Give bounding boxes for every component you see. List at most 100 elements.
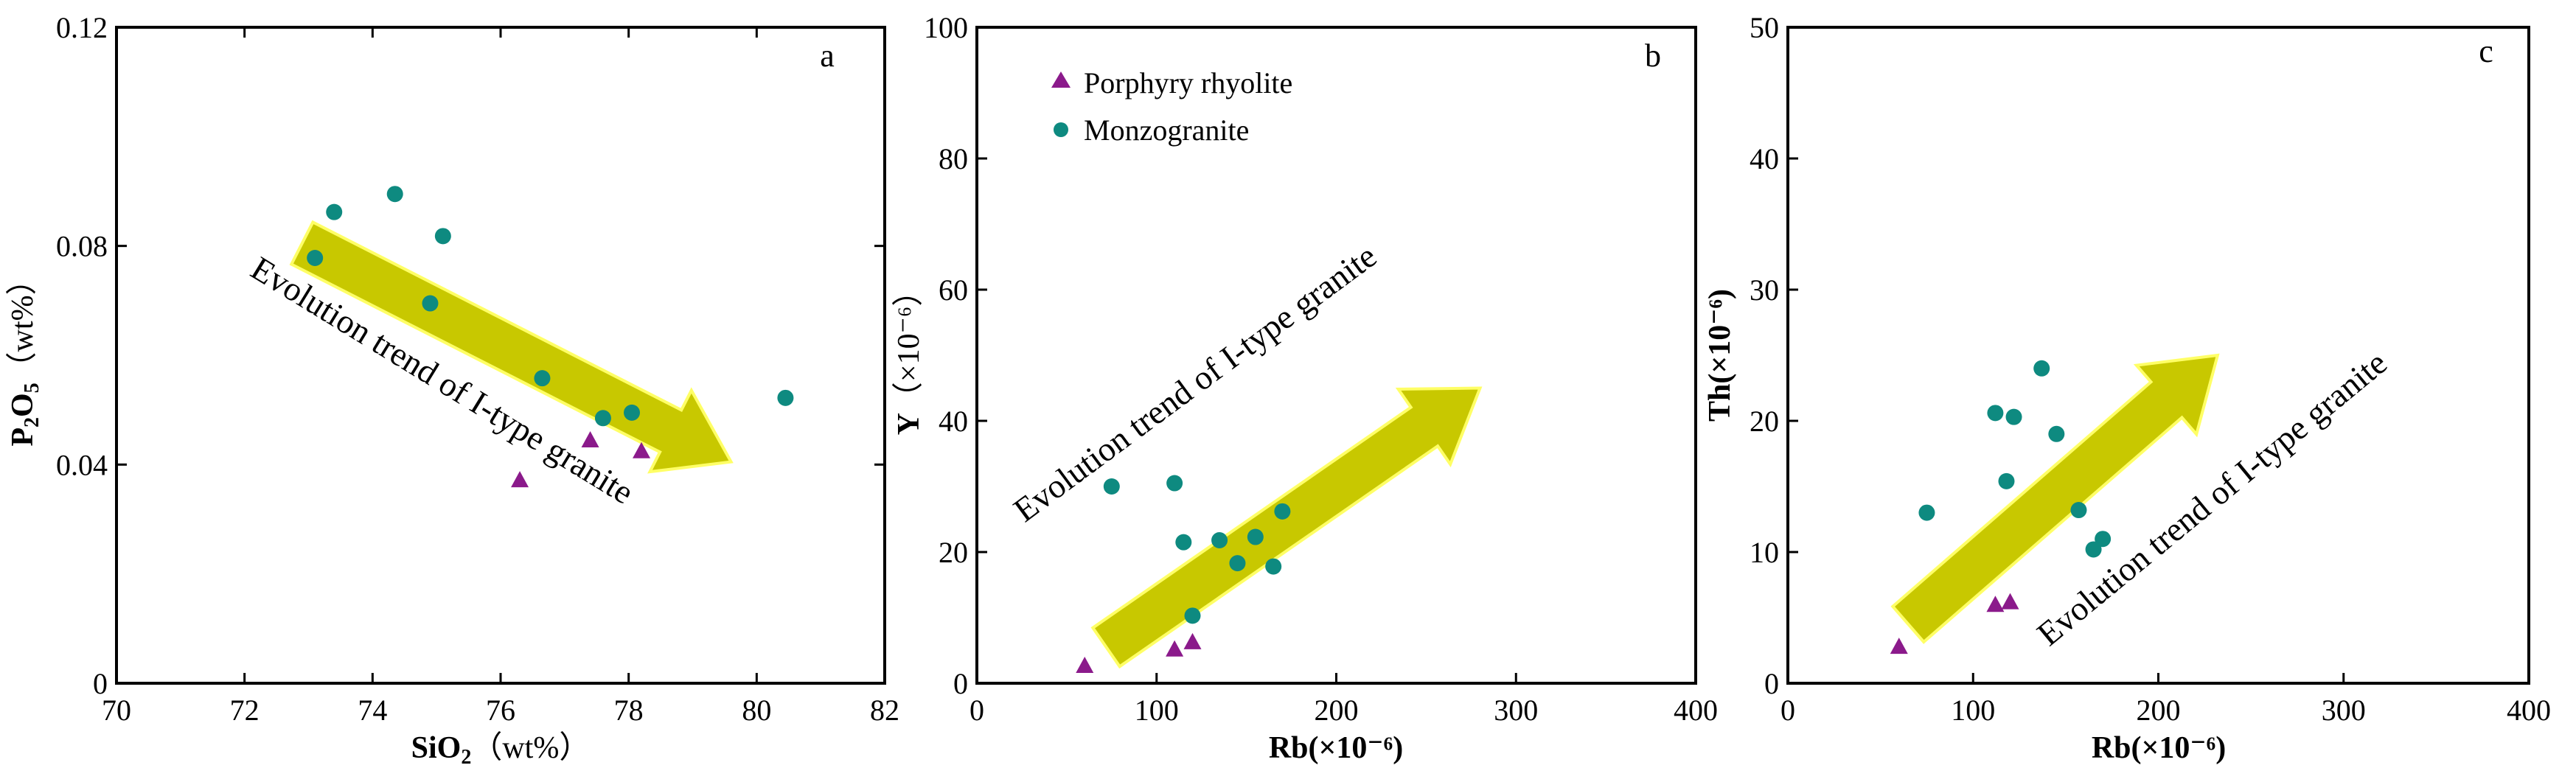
rhyolite-point xyxy=(511,471,529,488)
y-tick-label: 0.08 xyxy=(56,230,108,263)
y-tick-label: 0.04 xyxy=(56,448,108,481)
monzogranite-point xyxy=(1184,607,1201,624)
panel-a-ylabel-main: P xyxy=(6,427,40,447)
panel-a-ylabel-sub2: 5 xyxy=(21,383,43,393)
monzogranite-point xyxy=(307,249,324,266)
panel-a-trend-arrow xyxy=(289,220,734,474)
y-tick-label: 50 xyxy=(1750,11,1779,44)
panel-a-ticks: 70 72 74 76 78 80 82 0 0.04 0.08 0.12 xyxy=(56,11,899,727)
y-tick-label: 0 xyxy=(1764,667,1779,700)
monzogranite-point xyxy=(1211,531,1228,548)
rhyolite-point xyxy=(1183,632,1202,649)
panel-c-frame xyxy=(1786,26,2530,685)
y-tick-label: 0.12 xyxy=(56,11,108,44)
rhyolite-point xyxy=(581,430,599,447)
legend-rhyolite-marker xyxy=(1051,71,1071,88)
panel-b-letter: b xyxy=(1645,38,1661,74)
monzogranite-point xyxy=(386,186,403,203)
monzogranite-point xyxy=(2070,502,2087,519)
y-tick-label: 0 xyxy=(93,667,108,700)
panel-b-trend-arrow xyxy=(1090,386,1483,669)
x-tick-label: 300 xyxy=(2322,694,2366,727)
y-tick-label: 60 xyxy=(939,273,968,307)
panel-b-ticks: 0 100 200 300 400 0 20 40 60 80 100 xyxy=(924,11,1718,727)
panel-a-letter: a xyxy=(820,38,835,74)
x-tick-label: 0 xyxy=(970,694,984,727)
monzogranite-point xyxy=(422,295,439,312)
panel-b-x-axis-label: Rb(×10⁻⁶) xyxy=(1269,731,1403,765)
x-tick-label: 70 xyxy=(102,694,131,727)
y-tick-label: 30 xyxy=(1750,273,1779,307)
panel-c-points xyxy=(1890,360,2112,654)
panel-b-points xyxy=(1076,475,1291,673)
y-tick-label: 20 xyxy=(1750,405,1779,438)
x-tick-label: 78 xyxy=(614,694,644,727)
monzogranite-point xyxy=(434,228,451,245)
x-tick-label: 82 xyxy=(870,694,899,727)
rhyolite-point xyxy=(2001,593,2019,610)
y-tick-label: 40 xyxy=(1750,142,1779,175)
monzogranite-point xyxy=(1265,558,1282,575)
panel-c-ylabel-main: Th xyxy=(1703,384,1737,422)
rhyolite-point xyxy=(1986,596,2005,612)
rhyolite-point xyxy=(633,441,651,458)
monzogranite-point xyxy=(1987,405,2004,422)
monzogranite-point xyxy=(2085,541,2102,558)
monzogranite-point xyxy=(1247,528,1264,545)
x-tick-label: 80 xyxy=(742,694,771,727)
panel-b-xlabel-unit: (×10⁻⁶) xyxy=(1309,731,1404,765)
panel-a-ylabel-sub1: 2 xyxy=(21,417,43,427)
x-tick-label: 100 xyxy=(1135,694,1179,727)
panel-b-ylabel-main: Y xyxy=(892,413,926,435)
panel-c-trend-arrow xyxy=(1890,353,2220,644)
rhyolite-point xyxy=(1166,640,1184,657)
panel-a-xlabel-main: SiO xyxy=(411,731,462,765)
panel-a-ylabel-unit: （wt%） xyxy=(6,264,40,383)
monzogranite-point xyxy=(1274,503,1291,520)
panel-b-xlabel-main: Rb xyxy=(1269,731,1309,765)
panel-a-xlabel-unit: （wt%） xyxy=(471,731,590,765)
panel-a-x-axis-label: SiO2（wt%） xyxy=(411,731,591,769)
panel-b-ylabel-unit: （×10⁻⁶） xyxy=(892,276,926,413)
panel-a-ylabel-mid: O xyxy=(6,393,40,417)
x-tick-label: 400 xyxy=(2507,694,2551,727)
x-tick-label: 200 xyxy=(2137,694,2181,727)
panel-b: 0 100 200 300 400 0 20 40 60 80 100 b Porphyry rhy… xyxy=(892,11,1718,765)
y-tick-label: 80 xyxy=(939,142,968,175)
monzogranite-point xyxy=(594,410,611,427)
trend-arrow-shape xyxy=(289,220,734,474)
y-tick-label: 100 xyxy=(924,11,968,44)
monzogranite-point xyxy=(1998,472,2015,489)
legend-rhyolite-label: Porphyry rhyolite xyxy=(1084,66,1292,100)
monzogranite-point xyxy=(534,370,551,387)
panel-c-x-axis-label: Rb(×10⁻⁶) xyxy=(2092,731,2226,765)
monzogranite-point xyxy=(1918,504,1935,521)
x-tick-label: 200 xyxy=(1315,694,1359,727)
monzogranite-point xyxy=(326,203,343,220)
monzogranite-point xyxy=(2048,425,2065,442)
x-tick-label: 74 xyxy=(358,694,387,727)
monzogranite-point xyxy=(2095,531,2112,548)
panel-b-y-axis-label: Y（×10⁻⁶） xyxy=(892,276,926,436)
x-tick-label: 72 xyxy=(230,694,260,727)
panel-c-letter: c xyxy=(2479,33,2493,69)
panel-c-xlabel-main: Rb xyxy=(2092,731,2131,765)
monzogranite-point xyxy=(777,389,794,406)
monzogranite-point xyxy=(1166,475,1183,492)
trend-arrow-shape xyxy=(1090,386,1483,669)
monzogranite-point xyxy=(624,404,641,421)
x-tick-label: 300 xyxy=(1494,694,1538,727)
y-tick-label: 0 xyxy=(953,667,968,700)
rhyolite-point xyxy=(1890,638,1908,654)
y-tick-label: 40 xyxy=(939,405,968,438)
trend-arrow-shape xyxy=(1890,353,2220,644)
panel-c-ticks: 0 100 200 300 400 0 10 20 30 40 50 xyxy=(1750,11,2551,727)
panel-c-ylabel-unit: (×10⁻⁶) xyxy=(1703,289,1737,384)
x-tick-label: 76 xyxy=(486,694,515,727)
panel-a-xlabel-sub: 2 xyxy=(461,746,471,769)
x-tick-label: 400 xyxy=(1674,694,1718,727)
panel-c-y-axis-label: Th(×10⁻⁶) xyxy=(1703,289,1737,422)
